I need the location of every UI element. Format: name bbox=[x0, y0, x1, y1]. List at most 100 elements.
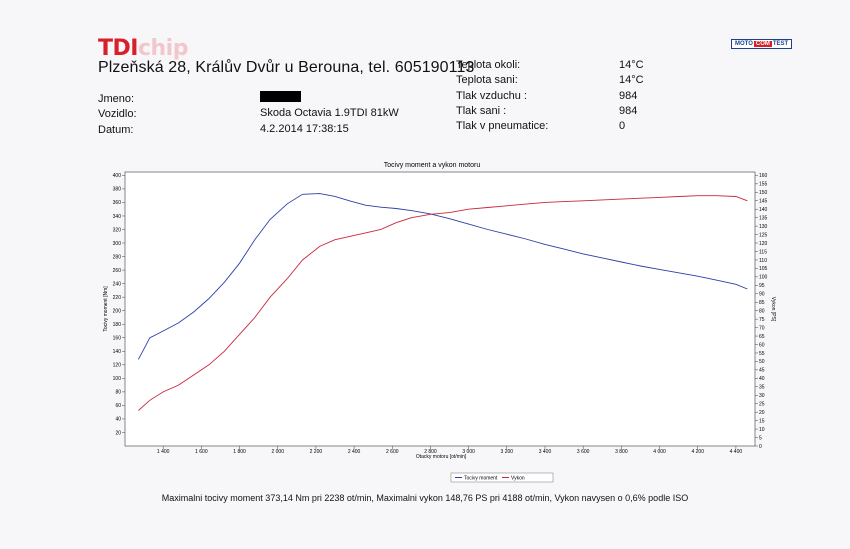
y2-tick-label: 80 bbox=[759, 308, 765, 314]
condition-value: 984 bbox=[619, 90, 638, 102]
y-tick-label: 120 bbox=[113, 363, 122, 369]
x-tick-label: 3 800 bbox=[615, 449, 628, 455]
x-tick-label: 1 800 bbox=[233, 449, 246, 455]
condition-label: Tlak v pneumatice: bbox=[456, 120, 549, 132]
torque-line bbox=[138, 193, 748, 360]
condition-label: Teplota okoli: bbox=[456, 59, 521, 71]
y-tick-label: 320 bbox=[113, 227, 122, 233]
power-line bbox=[138, 195, 748, 411]
y-tick-label: 260 bbox=[113, 268, 122, 274]
y-tick-label: 240 bbox=[113, 281, 122, 287]
y2-tick-label: 115 bbox=[759, 249, 767, 255]
condition-label: Tlak vzduchu : bbox=[456, 90, 527, 102]
y2-tick-label: 60 bbox=[759, 342, 765, 348]
y2-tick-label: 85 bbox=[759, 300, 765, 306]
legend-label-power: Vykon bbox=[511, 476, 525, 482]
y-tick-label: 100 bbox=[113, 376, 122, 382]
y2-tick-label: 40 bbox=[759, 376, 765, 382]
y-tick-label: 140 bbox=[113, 349, 122, 355]
y-tick-label: 80 bbox=[115, 390, 121, 396]
y2-tick-label: 100 bbox=[759, 275, 768, 281]
x-tick-label: 3 400 bbox=[539, 449, 552, 455]
y2-tick-label: 15 bbox=[759, 418, 765, 424]
y2-tick-label: 55 bbox=[759, 351, 765, 357]
y-tick-label: 400 bbox=[113, 173, 122, 179]
y-tick-label: 40 bbox=[115, 417, 121, 423]
x-tick-label: 2 800 bbox=[424, 449, 437, 455]
y2-tick-label: 35 bbox=[759, 385, 765, 391]
jmeno-label: Jmeno: bbox=[98, 93, 135, 105]
x-tick-label: 3 600 bbox=[577, 449, 590, 455]
condition-value: 14°C bbox=[619, 74, 644, 86]
summary-footer: Maximalni tocivy moment 373,14 Nm pri 22… bbox=[161, 493, 689, 503]
y2-tick-label: 120 bbox=[759, 241, 768, 247]
y2-tick-label: 70 bbox=[759, 325, 765, 331]
condition-value: 984 bbox=[619, 105, 638, 117]
mototest-logo: MOTO COM TEST bbox=[731, 39, 793, 49]
y2-tick-label: 5 bbox=[759, 435, 762, 441]
y2-tick-label: 75 bbox=[759, 317, 765, 323]
y2-tick-label: 95 bbox=[759, 283, 765, 289]
x-tick-label: 4 000 bbox=[653, 449, 666, 455]
y2-tick-label: 10 bbox=[759, 427, 765, 433]
x-tick-label: 3 000 bbox=[462, 449, 475, 455]
chart-title: Tocivy moment a vykon motoru bbox=[384, 162, 481, 169]
y2-tick-label: 135 bbox=[759, 215, 768, 221]
y2-tick-label: 30 bbox=[759, 393, 765, 399]
datum-label: Datum: bbox=[98, 124, 134, 136]
y2-tick-label: 130 bbox=[759, 224, 768, 230]
legend: Tocivy moment Vykon bbox=[450, 472, 554, 483]
x-tick-label: 4 400 bbox=[730, 449, 743, 455]
y2-tick-label: 160 bbox=[759, 173, 768, 179]
x-tick-label: 1 600 bbox=[195, 449, 208, 455]
y2-tick-label: 45 bbox=[759, 368, 765, 374]
condition-value: 14°C bbox=[619, 59, 644, 71]
x-tick-label: 3 200 bbox=[501, 449, 514, 455]
y2-tick-label: 145 bbox=[759, 199, 768, 205]
y2-tick-label: 20 bbox=[759, 410, 765, 416]
y2-tick-label: 65 bbox=[759, 334, 765, 340]
condition-label: Teplota sani: bbox=[456, 74, 518, 86]
y-tick-label: 360 bbox=[113, 200, 122, 206]
datum-value: 4.2.2014 17:38:15 bbox=[260, 123, 349, 135]
y-tick-label: 340 bbox=[113, 214, 122, 220]
y-tick-label: 200 bbox=[113, 308, 122, 314]
vozidlo-value: Skoda Octavia 1.9TDI 81kW bbox=[260, 107, 399, 119]
y2-tick-label: 105 bbox=[759, 266, 768, 272]
y-tick-label: 20 bbox=[115, 430, 121, 436]
x-tick-label: 2 200 bbox=[310, 449, 323, 455]
y2-tick-label: 110 bbox=[759, 258, 767, 264]
y2-tick-label: 90 bbox=[759, 292, 765, 298]
condition-value: 0 bbox=[619, 120, 626, 132]
x-tick-label: 4 200 bbox=[691, 449, 704, 455]
y2-tick-label: 0 bbox=[759, 444, 762, 450]
y2-tick-label: 25 bbox=[759, 402, 765, 408]
y-tick-label: 160 bbox=[113, 336, 122, 342]
x-tick-label: 2 400 bbox=[348, 449, 361, 455]
y-axis-label: Tocivy moment [Nm] bbox=[103, 286, 109, 332]
x-tick-label: 1 400 bbox=[157, 449, 170, 455]
y2-tick-label: 125 bbox=[759, 232, 768, 238]
company-address: Plzeňská 28, Králův Dvůr u Berouna, tel.… bbox=[98, 59, 475, 76]
y-tick-label: 280 bbox=[113, 254, 122, 260]
x-tick-label: 2 000 bbox=[271, 449, 284, 455]
condition-label: Tlak sani : bbox=[456, 105, 507, 117]
vozidlo-label: Vozidlo: bbox=[98, 108, 137, 120]
y2-tick-label: 150 bbox=[759, 190, 768, 196]
legend-label-torque: Tocivy moment bbox=[464, 476, 498, 482]
y-tick-label: 60 bbox=[115, 403, 121, 409]
y-tick-label: 300 bbox=[113, 241, 122, 247]
y2-axis-label: Vykon [PS] bbox=[770, 297, 776, 322]
tdichip-logo: TDIchip bbox=[98, 36, 188, 61]
y-tick-label: 220 bbox=[113, 295, 122, 301]
x-axis-label: Otacky motoru [ot/min] bbox=[416, 454, 467, 460]
y2-tick-label: 155 bbox=[759, 182, 768, 188]
y-tick-label: 380 bbox=[113, 187, 122, 193]
y2-tick-label: 140 bbox=[759, 207, 768, 213]
plot-area bbox=[124, 171, 756, 447]
redacted-name bbox=[260, 91, 301, 102]
y2-tick-label: 50 bbox=[759, 359, 765, 365]
y-tick-label: 180 bbox=[113, 322, 122, 328]
x-tick-label: 2 600 bbox=[386, 449, 399, 455]
